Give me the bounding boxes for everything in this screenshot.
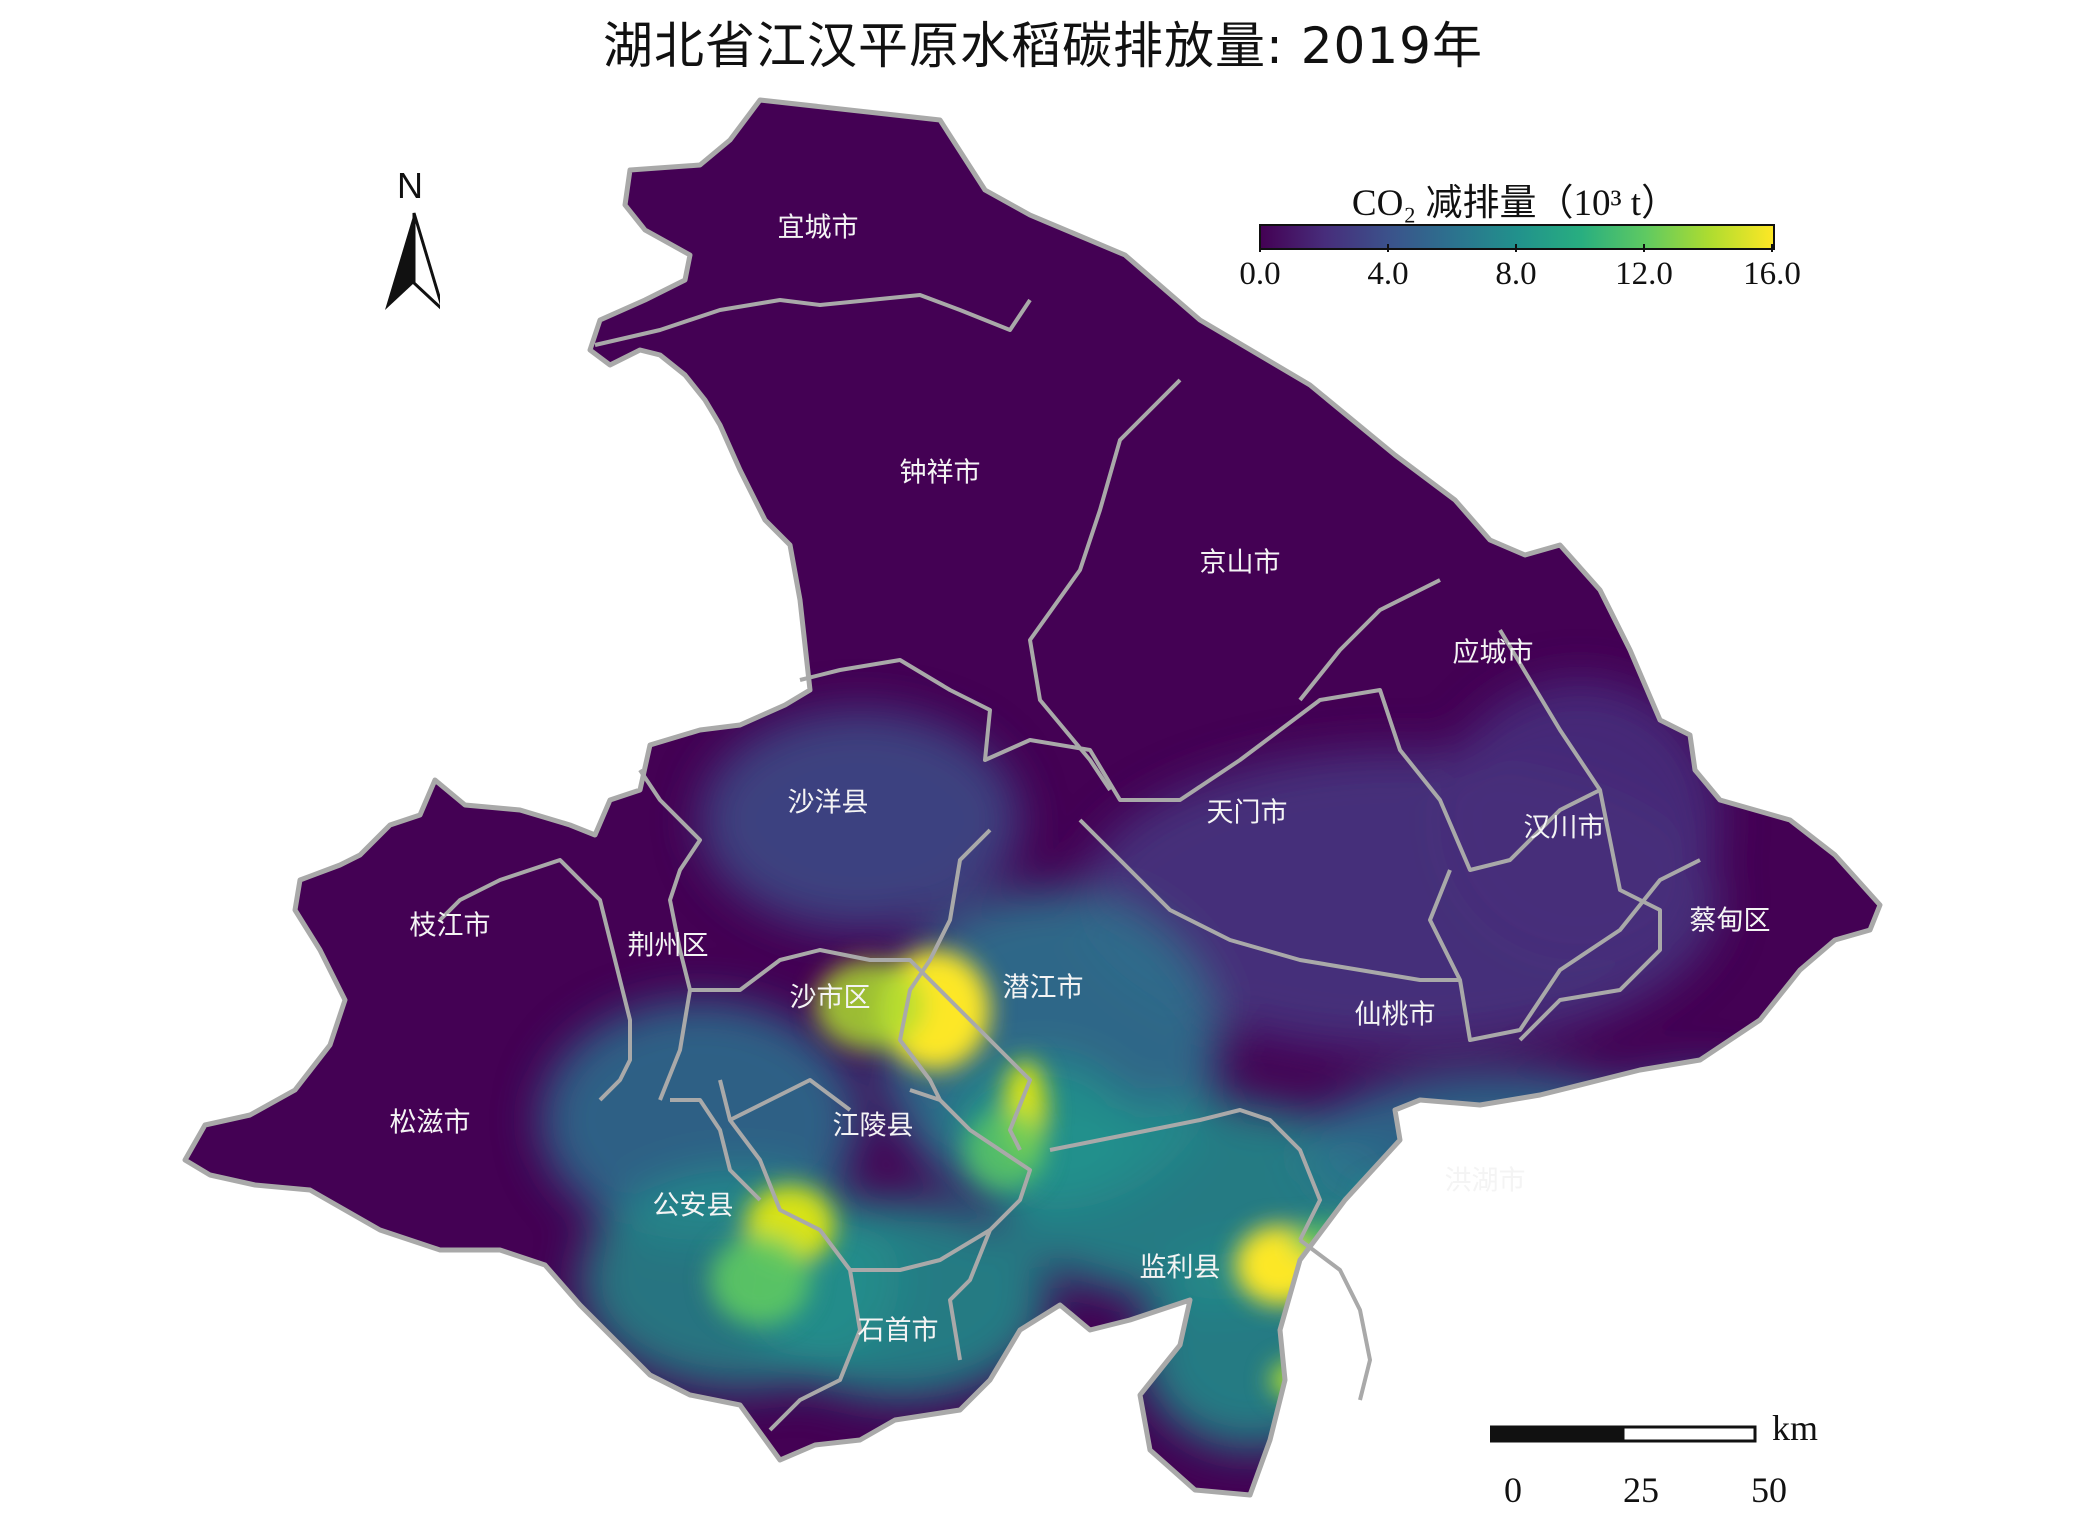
- legend-title: CO₂ 减排量（10³ t）: [1351, 183, 1679, 224]
- scale-bar-graphic: [1490, 1425, 1757, 1443]
- legend-tick: [1259, 244, 1261, 252]
- legend-tick-label: 4.0: [1367, 256, 1409, 292]
- region-label-jiangling: 江陵县: [832, 1110, 914, 1142]
- region-label-caidian: 蔡甸区: [1689, 905, 1771, 937]
- legend-tick-label: 0.0: [1239, 256, 1281, 292]
- scale-unit: km: [1772, 1408, 1819, 1448]
- region-label-yicheng: 宜城市: [777, 212, 859, 244]
- legend-tick: [1387, 244, 1389, 252]
- legend: CO₂ 减排量（10³ t） 0.0 4.0 8.0 12.0 16.0: [1239, 172, 1801, 312]
- scale-label: 25: [1623, 1470, 1659, 1510]
- region-label-qianjiang: 潜江市: [1002, 972, 1084, 1004]
- scale-label: 50: [1751, 1470, 1787, 1510]
- legend-tick: [1515, 244, 1517, 252]
- region-label-honghu: 洪湖市: [1444, 1165, 1526, 1197]
- region-label-zhijiang: 枝江市: [409, 910, 491, 942]
- region-label-hanchuan: 汉川市: [1523, 812, 1605, 844]
- legend-tick-label: 12.0: [1615, 256, 1673, 292]
- region-label-gongan: 公安县: [652, 1190, 734, 1222]
- region-label-songzi: 松滋市: [389, 1107, 471, 1139]
- region-label-shashi: 沙市区: [789, 982, 871, 1014]
- north-arrow: N: [380, 165, 440, 315]
- region-label-xiantao: 仙桃市: [1354, 999, 1436, 1031]
- region-label-yingcheng: 应城市: [1452, 637, 1534, 669]
- legend-tick: [1643, 244, 1645, 252]
- region-label-zhongxiang: 钟祥市: [899, 457, 981, 489]
- legend-tick-label: 16.0: [1743, 256, 1801, 292]
- region-label-jingzhou: 荆州区: [627, 930, 709, 962]
- legend-tick-label: 8.0: [1495, 256, 1537, 292]
- scale-bar: km 0 25 50: [1490, 1408, 1850, 1510]
- north-letter: N: [397, 165, 423, 206]
- map-title: 湖北省江汉平原水稻碳排放量: 2019年: [603, 17, 1483, 75]
- north-arrow-icon: [385, 212, 440, 310]
- legend-tick: [1771, 244, 1773, 252]
- region-label-shishou: 石首市: [857, 1315, 939, 1347]
- region-label-tianmen: 天门市: [1206, 797, 1288, 829]
- region-label-jianli: 监利县: [1139, 1252, 1221, 1284]
- region-label-shayang: 沙洋县: [787, 787, 869, 819]
- legend-colorbar: [1259, 224, 1775, 250]
- scale-label: 0: [1504, 1470, 1522, 1510]
- region-label-jingshan: 京山市: [1199, 547, 1281, 579]
